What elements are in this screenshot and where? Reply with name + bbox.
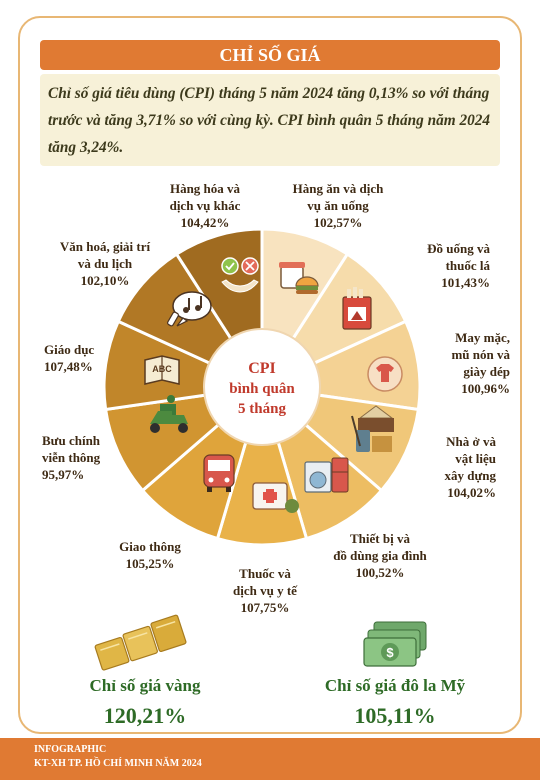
gold-bars-icon [94, 614, 187, 671]
drink-tobacco-icon [342, 287, 372, 330]
label-education: Giáo dục 107,48% [44, 342, 95, 374]
svg-text:ABC: ABC [152, 364, 172, 374]
dollar-bills-icon: $ [363, 621, 427, 667]
label-drinks: Đồ uống và thuốc lá 101,43% [427, 241, 490, 290]
label-other-services: Hàng hóa và dịch vụ khác 104,42% [169, 181, 241, 230]
appliance-icon [304, 457, 349, 493]
usd-index-label: Chỉ số giá đô la Mỹ [324, 676, 466, 695]
label-medicine: Thuốc và dịch vụ y tế 107,75% [233, 566, 297, 615]
center-line-3: 5 tháng [238, 401, 286, 417]
usd-index-value: 105,11% [354, 703, 436, 728]
footer: INFOGRAPHIC KT-XH TP. HỒ CHÍ MINH NĂM 20… [0, 738, 540, 780]
footer-line-2: KT-XH TP. HỒ CHÍ MINH NĂM 2024 [34, 758, 202, 769]
summary-text: Chỉ số giá tiêu dùng (CPI) tháng 5 năm 2… [40, 74, 500, 166]
content-frame [18, 16, 522, 734]
bus-icon [203, 454, 235, 492]
label-food: Hàng ăn và dịch vụ ăn uống 102,57% [292, 181, 384, 230]
label-telecom: Bưu chính viễn thông 95,97% [42, 433, 101, 482]
clothing-icon [367, 356, 403, 392]
gold-index-label: Chỉ số giá vàng [89, 676, 201, 695]
gold-index-value: 120,21% [103, 703, 187, 728]
food-icon [279, 262, 319, 294]
medicine-icon [252, 482, 299, 513]
page-title: CHỈ SỐ GIÁ [40, 40, 500, 70]
services-icon [221, 257, 259, 293]
entertainment-icon [167, 291, 212, 327]
construction-icon [351, 405, 394, 452]
label-housing: Nhà ở và vật liệu xây dựng 104,02% [444, 434, 496, 500]
footer-line-1: INFOGRAPHIC [34, 744, 107, 755]
label-culture: Văn hoá, giải trí và du lịch 102,10% [59, 239, 151, 288]
label-clothing: May mặc, mũ nón và giày dép 100,96% [451, 330, 510, 396]
center-line-2: bình quân [229, 381, 295, 397]
delivery-icon [150, 395, 188, 433]
label-appliances: Thiết bị và đồ dùng gia đình 100,52% [333, 531, 427, 580]
center-line-1: CPI [248, 360, 276, 377]
svg-text:$: $ [386, 645, 394, 660]
label-transport: Giao thông 105,25% [119, 539, 181, 571]
book-icon: ABC [144, 355, 180, 385]
